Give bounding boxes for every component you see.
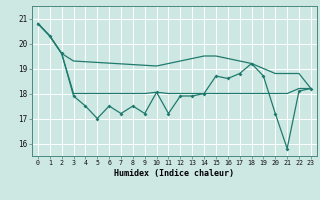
X-axis label: Humidex (Indice chaleur): Humidex (Indice chaleur) [115, 169, 234, 178]
